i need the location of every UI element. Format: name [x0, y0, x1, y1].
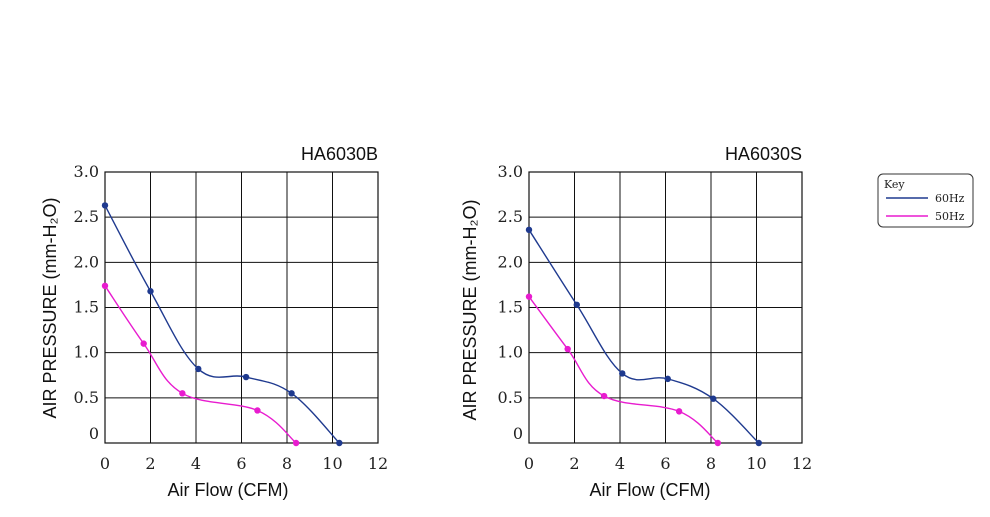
x-tick-label: 12: [368, 454, 388, 473]
x-tick-label: 2: [569, 454, 579, 473]
x-tick-label: 6: [236, 454, 246, 473]
legend-box: [877, 173, 974, 228]
x-tick-label: 10: [746, 454, 766, 473]
data-point-50hz: [714, 439, 722, 447]
legend: Key 60Hz 50Hz: [877, 173, 974, 228]
series-line-60hz: [104, 205, 340, 444]
y-tick-label: 2.0: [498, 252, 523, 271]
y-tick-label: 1.0: [74, 343, 99, 362]
chart-1-series: [101, 202, 343, 447]
y-tick-label: 0.5: [498, 388, 523, 407]
data-point-50hz: [140, 340, 147, 347]
data-point-50hz: [101, 282, 109, 290]
data-point-50hz: [525, 293, 533, 300]
legend-label-60hz: 60Hz: [935, 192, 965, 205]
y-tick-label: 3.0: [498, 162, 523, 181]
y-tick-label: 1.0: [498, 343, 523, 362]
data-point-60hz: [147, 288, 154, 295]
data-point-60hz: [755, 439, 762, 447]
chart-2: HA6030S 0 2 4 6 8 10 12 0 0.5 1.0 1.5 2.0 2.5 3.0 Air…: [460, 144, 812, 500]
chart-2-ylabel: AIR PRESSURE (mm-H₂O): [460, 200, 480, 421]
y-tick-label: 1.5: [498, 298, 523, 317]
x-tick-label: 6: [660, 454, 670, 473]
data-point-60hz: [101, 202, 109, 209]
chart-2-xlabel: Air Flow (CFM): [590, 480, 711, 500]
chart-1-title: HA6030B: [301, 144, 378, 164]
chart-2-ticks: 0 2 4 6 8 10 12 0 0.5 1.0 1.5 2.0 2.5 3.0: [498, 162, 813, 473]
chart-2-grid: [528, 171, 803, 444]
legend-label-50hz: 50Hz: [935, 210, 965, 223]
data-point-60hz: [664, 375, 671, 383]
data-point-50hz: [564, 345, 571, 353]
data-point-60hz: [525, 226, 533, 234]
y-tick-label: 2.5: [74, 207, 99, 226]
x-tick-label: 10: [322, 454, 342, 473]
data-point-50hz: [254, 407, 261, 414]
data-point-60hz: [288, 390, 295, 397]
chart-1: HA6030B 0 2 4 6 8 10 12 0 0.5 1.0 1.5 2.0 2.5 3.0 Air…: [40, 144, 388, 500]
data-point-60hz: [195, 365, 202, 373]
chart-2-series: [525, 226, 762, 447]
y-tick-label: 0: [513, 424, 523, 443]
data-point-60hz: [242, 373, 250, 381]
chart-1-ticks: 0 2 4 6 8 10 12 0 0.5 1.0 1.5 2.0 2.5 3.0: [74, 162, 389, 473]
y-tick-label: 3.0: [74, 162, 99, 181]
data-point-50hz: [292, 439, 300, 447]
data-point-50hz: [179, 390, 186, 397]
x-tick-label: 8: [282, 454, 292, 473]
x-tick-label: 2: [145, 454, 155, 473]
data-point-50hz: [675, 408, 683, 415]
x-tick-label: 0: [524, 454, 534, 473]
data-point-50hz: [600, 392, 608, 400]
x-tick-label: 0: [100, 454, 110, 473]
chart-1-ylabel: AIR PRESSURE (mm-H₂O): [40, 198, 60, 419]
series-line-50hz: [104, 285, 297, 444]
y-tick-label: 0: [89, 424, 99, 443]
x-tick-label: 4: [615, 454, 625, 473]
y-tick-label: 0.5: [74, 388, 99, 407]
data-point-60hz: [573, 301, 580, 308]
data-point-60hz: [710, 395, 717, 402]
x-tick-label: 4: [191, 454, 201, 473]
x-tick-label: 8: [706, 454, 716, 473]
y-tick-label: 1.5: [74, 298, 99, 317]
chart-1-xlabel: Air Flow (CFM): [168, 480, 289, 500]
series-line-50hz: [528, 296, 719, 444]
series-line-60hz: [528, 229, 760, 444]
data-point-60hz: [336, 439, 343, 447]
legend-title: Key: [884, 178, 905, 191]
chart-2-title: HA6030S: [725, 144, 802, 164]
x-tick-label: 12: [792, 454, 812, 473]
chart-1-grid: [104, 171, 379, 444]
y-tick-label: 2.5: [498, 207, 523, 226]
y-tick-label: 2.0: [74, 252, 99, 271]
data-point-60hz: [619, 370, 626, 377]
